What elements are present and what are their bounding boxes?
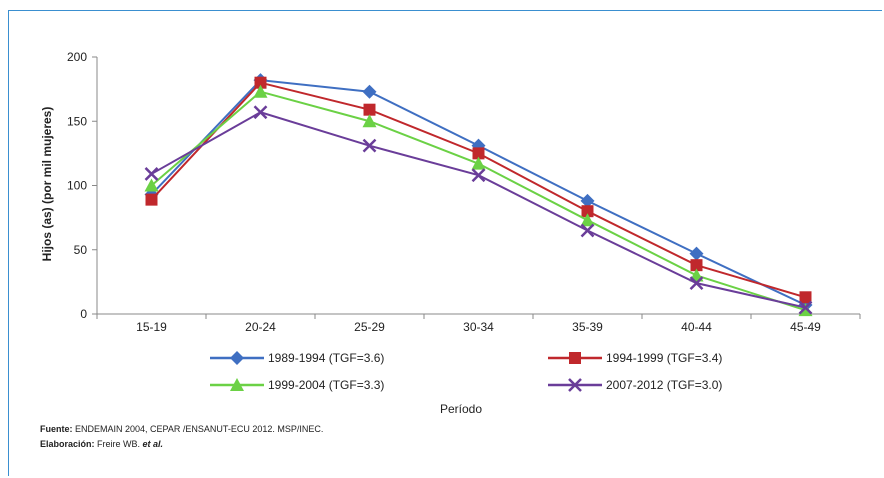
- y-tick-label: 150: [67, 114, 87, 128]
- elaboration-label: Elaboración:: [40, 439, 95, 449]
- series-line: [150, 81, 806, 299]
- data-point-x: [471, 168, 486, 183]
- series-line: [150, 79, 806, 306]
- legend-item: 1999-2004 (TGF=3.3): [210, 378, 384, 392]
- legend-item: 1994-1999 (TGF=3.4): [548, 351, 722, 365]
- x-tick-label: 25-29: [354, 320, 385, 334]
- data-point-square: [145, 193, 158, 206]
- data-point-x: [798, 300, 813, 315]
- source-text: ENDEMAIN 2004, CEPAR /ENSANUT-ECU 2012. …: [75, 424, 324, 434]
- legend-item: 1989-1994 (TGF=3.6): [210, 351, 384, 365]
- data-point-x-stroke: [580, 223, 595, 238]
- data-point-diamond: [689, 246, 704, 261]
- legend-label: 1989-1994 (TGF=3.6): [268, 351, 384, 365]
- series-1: [144, 73, 813, 313]
- chart-series: [144, 73, 813, 317]
- data-point-triangle: [798, 303, 813, 317]
- elaboration-note: Elaboración: Freire WB. et al.: [40, 439, 163, 449]
- data-point-triangle: [580, 213, 595, 227]
- x-tick-label: 35-39: [572, 320, 603, 334]
- data-point-diamond: [230, 351, 244, 365]
- data-point-triangle: [253, 84, 268, 98]
- x-tick-label: 45-49: [790, 320, 821, 334]
- data-point-square: [690, 259, 703, 272]
- legend-item: 2007-2012 (TGF=3.0): [548, 378, 722, 392]
- series-4: [144, 105, 813, 315]
- legend-label: 1999-2004 (TGF=3.3): [268, 378, 384, 392]
- data-point-square: [363, 103, 376, 116]
- data-point-square: [569, 352, 581, 364]
- data-point-square: [799, 291, 812, 304]
- x-tick-label: 20-24: [245, 320, 276, 334]
- data-point-square: [581, 205, 594, 218]
- data-point-x: [568, 378, 582, 392]
- x-tick-label: 15-19: [136, 320, 167, 334]
- data-point-x-stroke: [568, 378, 582, 392]
- data-point-x-stroke: [362, 138, 377, 153]
- data-point-x-stroke: [253, 105, 268, 120]
- y-tick-label: 200: [67, 50, 87, 64]
- data-point-square: [472, 147, 485, 160]
- chart-legend: 1989-1994 (TGF=3.6) 1994-1999 (TGF=3.4) 19…: [210, 351, 722, 392]
- y-tick-label: 50: [74, 243, 88, 257]
- data-point-x: [362, 138, 377, 153]
- y-axis-title: Hijos (as) (por mil mujeres): [40, 107, 54, 262]
- data-point-triangle: [471, 156, 486, 170]
- y-tick-label: 100: [67, 179, 87, 193]
- data-point-x: [144, 167, 159, 181]
- figure-frame: [8, 10, 882, 476]
- x-axis-title: Período: [440, 402, 482, 416]
- series-3: [144, 84, 813, 317]
- elaboration-text: Freire WB.: [97, 439, 143, 449]
- series-line: [150, 90, 806, 312]
- data-point-x: [689, 276, 704, 291]
- x-tick-label: 40-44: [681, 320, 712, 334]
- elaboration-italic: et al.: [142, 439, 164, 449]
- legend-label: 1994-1999 (TGF=3.4): [606, 351, 722, 365]
- y-tick-label: 0: [80, 307, 87, 321]
- source-note: Fuente: ENDEMAIN 2004, CEPAR /ENSANUT-EC…: [40, 424, 323, 434]
- data-point-x-stroke: [471, 168, 486, 183]
- data-point-x-stroke: [798, 300, 813, 315]
- data-point-triangle: [230, 378, 244, 391]
- data-point-square: [254, 76, 267, 89]
- chart-axes: 0 50 100 150 200 15-19 20-24 25-29 30-34 35-39 40-…: [67, 50, 861, 334]
- legend-label: 2007-2012 (TGF=3.0): [606, 378, 722, 392]
- data-point-diamond: [580, 193, 595, 208]
- data-point-triangle: [144, 178, 159, 192]
- data-point-triangle: [362, 114, 377, 128]
- series-2: [145, 76, 812, 304]
- data-point-x-stroke: [689, 276, 704, 291]
- data-point-x-stroke: [144, 167, 159, 181]
- data-point-diamond: [362, 84, 377, 99]
- source-label: Fuente:: [40, 424, 73, 434]
- data-point-x: [253, 105, 268, 120]
- x-tick-label: 30-34: [463, 320, 494, 334]
- data-point-x: [580, 223, 595, 238]
